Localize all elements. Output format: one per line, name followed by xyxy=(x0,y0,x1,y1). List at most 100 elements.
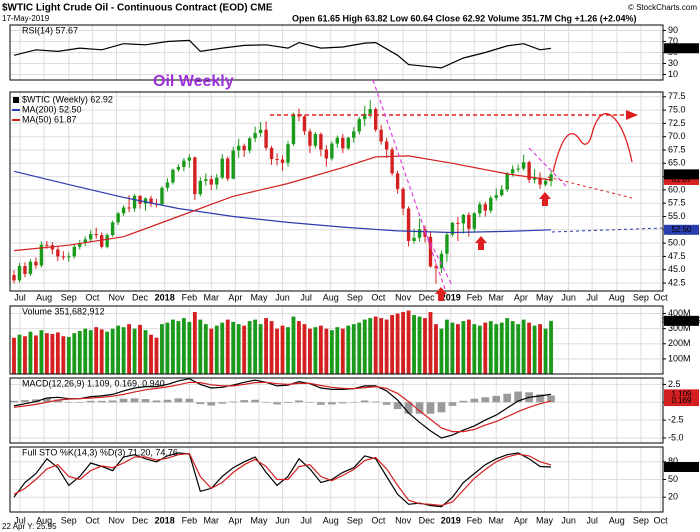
candle-body xyxy=(39,244,44,266)
candle-body xyxy=(45,244,49,246)
x-tick-label: Apr xyxy=(514,515,528,525)
candle-body xyxy=(363,113,367,120)
candle-body xyxy=(56,249,60,257)
candle-body xyxy=(17,265,22,281)
x-tick-label: Jun xyxy=(275,292,290,302)
candle-body xyxy=(127,207,131,209)
projection-path xyxy=(552,113,633,173)
x-tick-label: Nov xyxy=(395,515,412,525)
x-tick-label: Feb xyxy=(182,292,198,302)
candle-body xyxy=(373,109,378,130)
candle-body xyxy=(445,234,449,254)
volume-bar xyxy=(412,315,416,374)
histogram-bar xyxy=(10,400,18,403)
volume-bar xyxy=(99,329,104,374)
volume-bar xyxy=(379,318,384,374)
histogram-bar xyxy=(262,402,270,403)
candle-body xyxy=(116,213,120,223)
volume-bar xyxy=(329,330,334,374)
x-tick-label: Apr xyxy=(514,292,528,302)
histogram-bar xyxy=(130,398,139,403)
candle-body xyxy=(23,265,27,274)
volume-bar xyxy=(368,318,373,374)
histogram-bar xyxy=(251,399,259,403)
candle-body xyxy=(483,204,487,211)
panel-border xyxy=(9,24,664,81)
volume-bar xyxy=(445,319,449,374)
series-line xyxy=(13,452,552,507)
candle-body xyxy=(538,177,542,185)
volume-bar xyxy=(50,333,55,374)
volume-bar xyxy=(401,312,406,374)
candle-body xyxy=(434,266,438,269)
legend-label: MA(200) 52.50 xyxy=(22,104,82,114)
value-tag-label: 1.109 xyxy=(671,389,692,398)
volume-bar xyxy=(275,328,279,374)
volume-bar xyxy=(88,330,93,374)
candle-body xyxy=(187,157,192,161)
volume-bar xyxy=(258,324,263,374)
x-tick-label: Dec xyxy=(132,292,149,302)
x-tick-label: Aug xyxy=(323,515,339,525)
volume-bar xyxy=(384,319,389,374)
volume-bar xyxy=(532,325,537,374)
candle-body xyxy=(182,160,186,168)
y-tick-label: 77.5 xyxy=(668,91,686,101)
candle-body xyxy=(176,167,181,170)
x-tick-label: Nov xyxy=(108,292,125,302)
histogram-bar xyxy=(295,400,303,403)
candle-body xyxy=(478,204,482,214)
histogram-bar xyxy=(470,398,479,403)
value-tag xyxy=(664,396,699,407)
candle-body xyxy=(78,243,82,247)
y-tick-label: 67.5 xyxy=(668,144,686,154)
candle-body xyxy=(247,138,252,151)
histogram-bar xyxy=(86,400,95,403)
volume-bar xyxy=(149,334,153,374)
volume-bar xyxy=(34,335,38,374)
volume-bar xyxy=(181,318,186,374)
candle-body xyxy=(352,131,356,138)
x-tick-label: Aug xyxy=(323,292,339,302)
histogram-bar xyxy=(207,402,216,406)
volume-bar xyxy=(302,324,307,374)
volume-bar xyxy=(466,319,471,374)
volume-bar xyxy=(439,328,444,374)
candle-body xyxy=(472,213,477,229)
volume-bar xyxy=(61,336,66,374)
panel-title: MACD(12,26,9) 1.109, 0.169, 0.940 xyxy=(22,378,165,388)
volume-bar xyxy=(12,337,16,374)
histogram-bar xyxy=(536,394,544,403)
x-tick-label: Jul xyxy=(300,292,312,302)
candle-body xyxy=(34,261,38,266)
y-tick-label: 47.5 xyxy=(668,251,686,261)
x-tick-label: Sep xyxy=(61,515,77,525)
x-tick-label: Dec xyxy=(419,292,436,302)
histogram-bar xyxy=(503,393,512,403)
volume-bar xyxy=(488,321,493,374)
volume-bar xyxy=(357,322,362,374)
y-tick-label: 55.0 xyxy=(668,211,686,221)
y-tick-label: 80 xyxy=(668,456,678,466)
volume-bar xyxy=(209,328,214,374)
candle-body xyxy=(72,246,76,257)
volume-bar xyxy=(23,336,27,374)
volume-bar xyxy=(538,324,543,374)
x-tick-label: Jun xyxy=(561,292,576,302)
volume-bar xyxy=(269,321,274,374)
value-tag xyxy=(664,315,699,326)
x-tick-label: May xyxy=(536,515,554,525)
x-tick-label: Feb xyxy=(467,515,483,525)
histogram-bar xyxy=(306,402,314,403)
y-tick-label: 72.5 xyxy=(668,118,686,128)
volume-bar xyxy=(105,331,110,374)
volume-bar xyxy=(291,316,296,374)
candle-body xyxy=(143,198,148,204)
candle-body xyxy=(489,197,493,211)
candle-body xyxy=(500,189,504,196)
candle-body xyxy=(510,169,515,174)
x-tick-label: Aug xyxy=(36,292,52,302)
x-tick-label: Mar xyxy=(488,515,504,525)
histogram-bar xyxy=(415,402,424,414)
